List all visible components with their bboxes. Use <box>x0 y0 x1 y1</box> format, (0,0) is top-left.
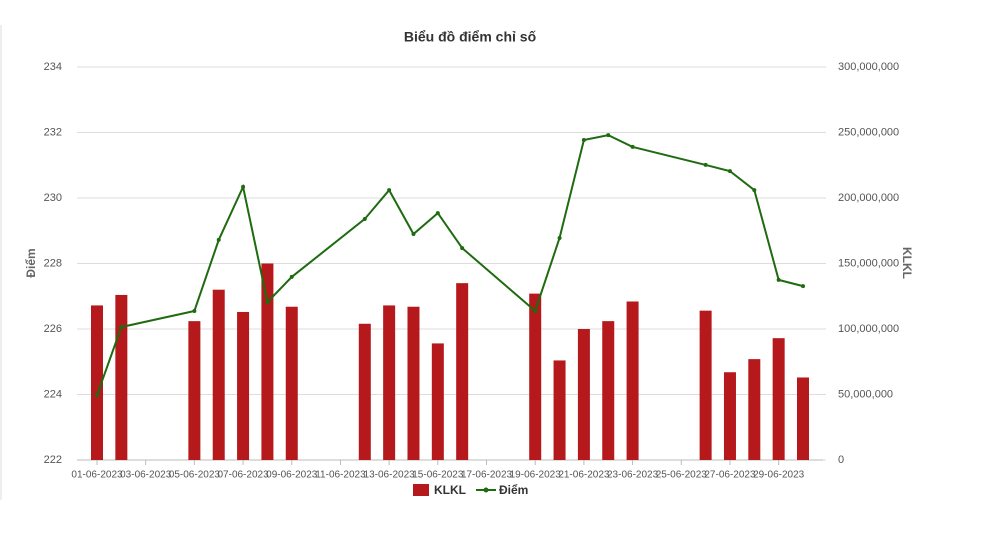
line-point <box>703 162 708 167</box>
x-tick-label: 01-06-2023 <box>71 470 123 481</box>
bar <box>626 301 639 460</box>
bar <box>431 343 444 460</box>
bar <box>91 305 103 460</box>
legend-swatch <box>483 487 489 493</box>
line-point <box>435 211 440 216</box>
bar <box>188 321 201 460</box>
x-tick-label: 05-06-2023 <box>169 470 221 481</box>
y-tick-label: 228 <box>44 257 62 269</box>
y-tick-label: 234 <box>44 61 62 73</box>
y2-tick-label: 200,000,000 <box>838 192 899 204</box>
y2-tick-label: 150,000,000 <box>838 257 899 269</box>
line-point <box>776 277 781 282</box>
line-point <box>411 232 416 237</box>
bar <box>456 283 469 460</box>
line-point <box>387 188 392 193</box>
bar <box>529 293 542 460</box>
bar <box>285 306 298 460</box>
x-tick-label: 13-06-2023 <box>364 470 416 481</box>
bar <box>723 372 736 460</box>
x-tick-label: 17-06-2023 <box>461 470 513 481</box>
line-point <box>241 184 246 189</box>
x-tick-label: 23-06-2023 <box>607 470 659 481</box>
y-axis-title: Điểm <box>24 248 38 277</box>
legend-label: KLKL <box>434 483 466 497</box>
bar <box>699 310 712 460</box>
bar <box>772 338 785 460</box>
x-tick-label: 07-06-2023 <box>217 470 269 481</box>
y-tick-label: 232 <box>44 126 62 138</box>
y-tick-label: 222 <box>44 454 62 466</box>
x-tick-label: 09-06-2023 <box>266 470 318 481</box>
y2-tick-label: 300,000,000 <box>838 61 899 73</box>
bar <box>407 306 420 460</box>
line-point <box>119 325 124 330</box>
bar <box>261 263 274 460</box>
y2-tick-label: 250,000,000 <box>838 126 899 138</box>
chart-title: Biểu đồ điểm chỉ số <box>404 29 537 45</box>
legend-label: Điểm <box>499 483 528 497</box>
bar <box>212 289 225 460</box>
bar <box>553 360 566 460</box>
y-tick-label: 230 <box>44 192 62 204</box>
x-tick-label: 19-06-2023 <box>510 470 562 481</box>
line-point <box>801 284 805 289</box>
line-point <box>752 188 757 193</box>
x-tick-label: 11-06-2023 <box>315 470 366 481</box>
y2-tick-label: 50,000,000 <box>838 388 893 400</box>
legend-swatch <box>413 484 429 496</box>
line-point <box>581 138 586 143</box>
line-point <box>216 237 221 242</box>
bar <box>383 305 396 460</box>
bar <box>358 323 371 460</box>
line-point <box>630 144 635 149</box>
x-tick-label: 27-06-2023 <box>704 470 756 481</box>
line-point <box>460 246 465 251</box>
line-point <box>606 133 611 138</box>
line-point <box>265 300 270 305</box>
bar <box>797 377 809 460</box>
y-tick-label: 226 <box>44 323 62 335</box>
y2-tick-label: 100,000,000 <box>838 323 899 335</box>
bar <box>115 294 128 460</box>
y2-tick-label: 0 <box>838 454 844 466</box>
line-point <box>95 393 99 398</box>
line-point <box>289 274 294 279</box>
bar <box>748 359 761 460</box>
line <box>96 134 804 396</box>
y2-axis-title: KLKL <box>900 247 914 279</box>
x-tick-label: 21-06-2023 <box>558 470 610 481</box>
line-point <box>362 216 367 221</box>
y-tick-label: 224 <box>44 388 62 400</box>
bar <box>577 329 590 460</box>
bar <box>602 321 615 460</box>
line-point <box>557 235 562 240</box>
x-tick-label: 25-06-2023 <box>656 470 708 481</box>
x-tick-label: 29-06-2023 <box>753 470 805 481</box>
x-tick-label: 15-06-2023 <box>412 470 464 481</box>
bar <box>237 311 250 460</box>
x-tick-label: 03-06-2023 <box>120 470 172 481</box>
line-point <box>192 308 197 313</box>
line-point <box>727 169 732 174</box>
line-point <box>533 308 538 313</box>
